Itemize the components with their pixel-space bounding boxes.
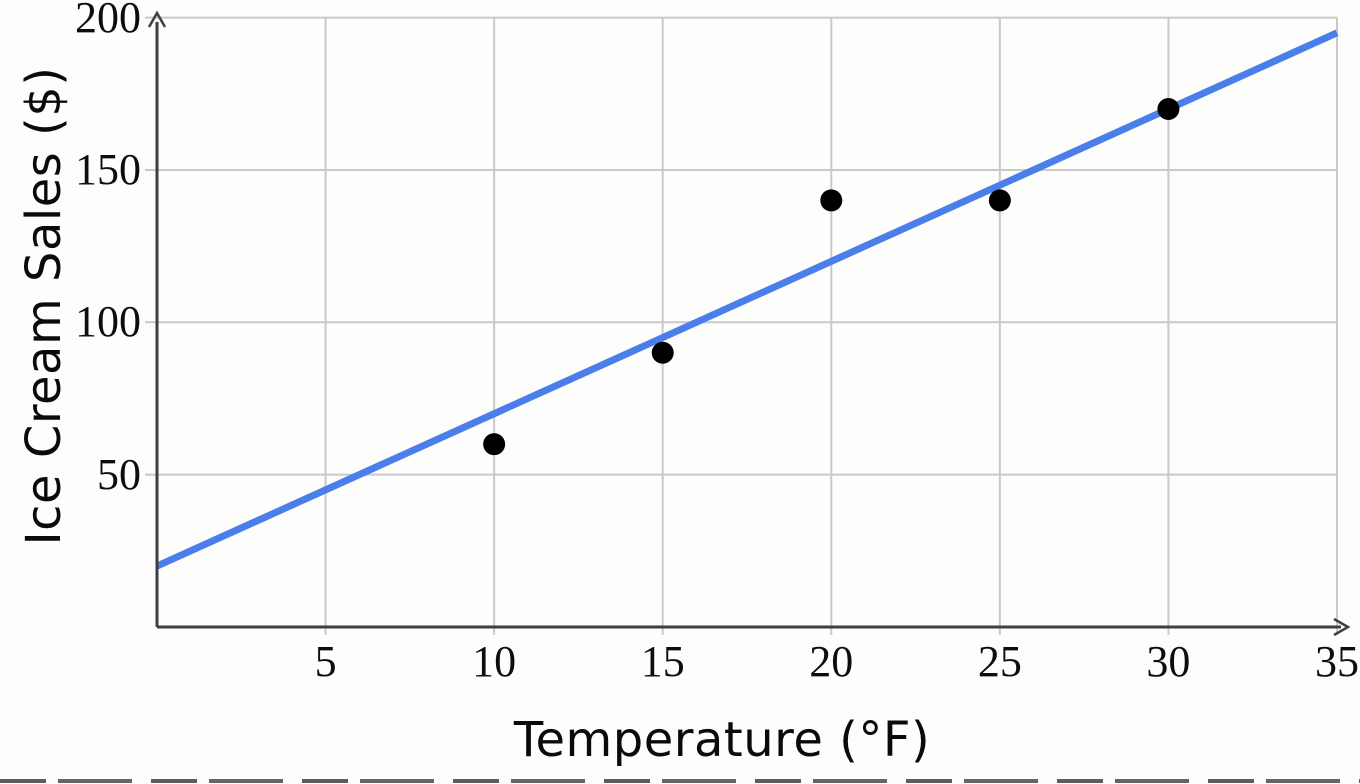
data-point	[988, 189, 1011, 212]
x-tick-label: 20	[809, 637, 854, 686]
data-point	[651, 341, 674, 364]
x-tick-label: 10	[472, 637, 517, 686]
x-tick-label: 35	[1315, 637, 1359, 686]
x-axis-arrow-icon	[1333, 617, 1351, 637]
x-tick-label: 5	[314, 637, 337, 686]
y-tick-label: 50	[97, 449, 141, 499]
y-tick-label: 100	[75, 297, 141, 347]
y-tick-label: 150	[75, 144, 141, 194]
cropped-text-artifact	[0, 779, 1360, 783]
data-point	[1157, 98, 1180, 121]
x-tick-label: 15	[640, 637, 685, 686]
data-point	[483, 433, 506, 456]
trend-line	[155, 29, 1339, 570]
y-tick-label: 200	[75, 0, 141, 42]
y-axis-arrow-icon	[147, 10, 167, 28]
x-tick-label: 25	[977, 637, 1022, 686]
y-axis-title: Ice Cream Sales ($)	[16, 66, 72, 546]
data-point	[820, 189, 843, 212]
x-tick-label: 30	[1146, 637, 1191, 686]
x-axis-title: Temperature (°F)	[513, 712, 931, 768]
